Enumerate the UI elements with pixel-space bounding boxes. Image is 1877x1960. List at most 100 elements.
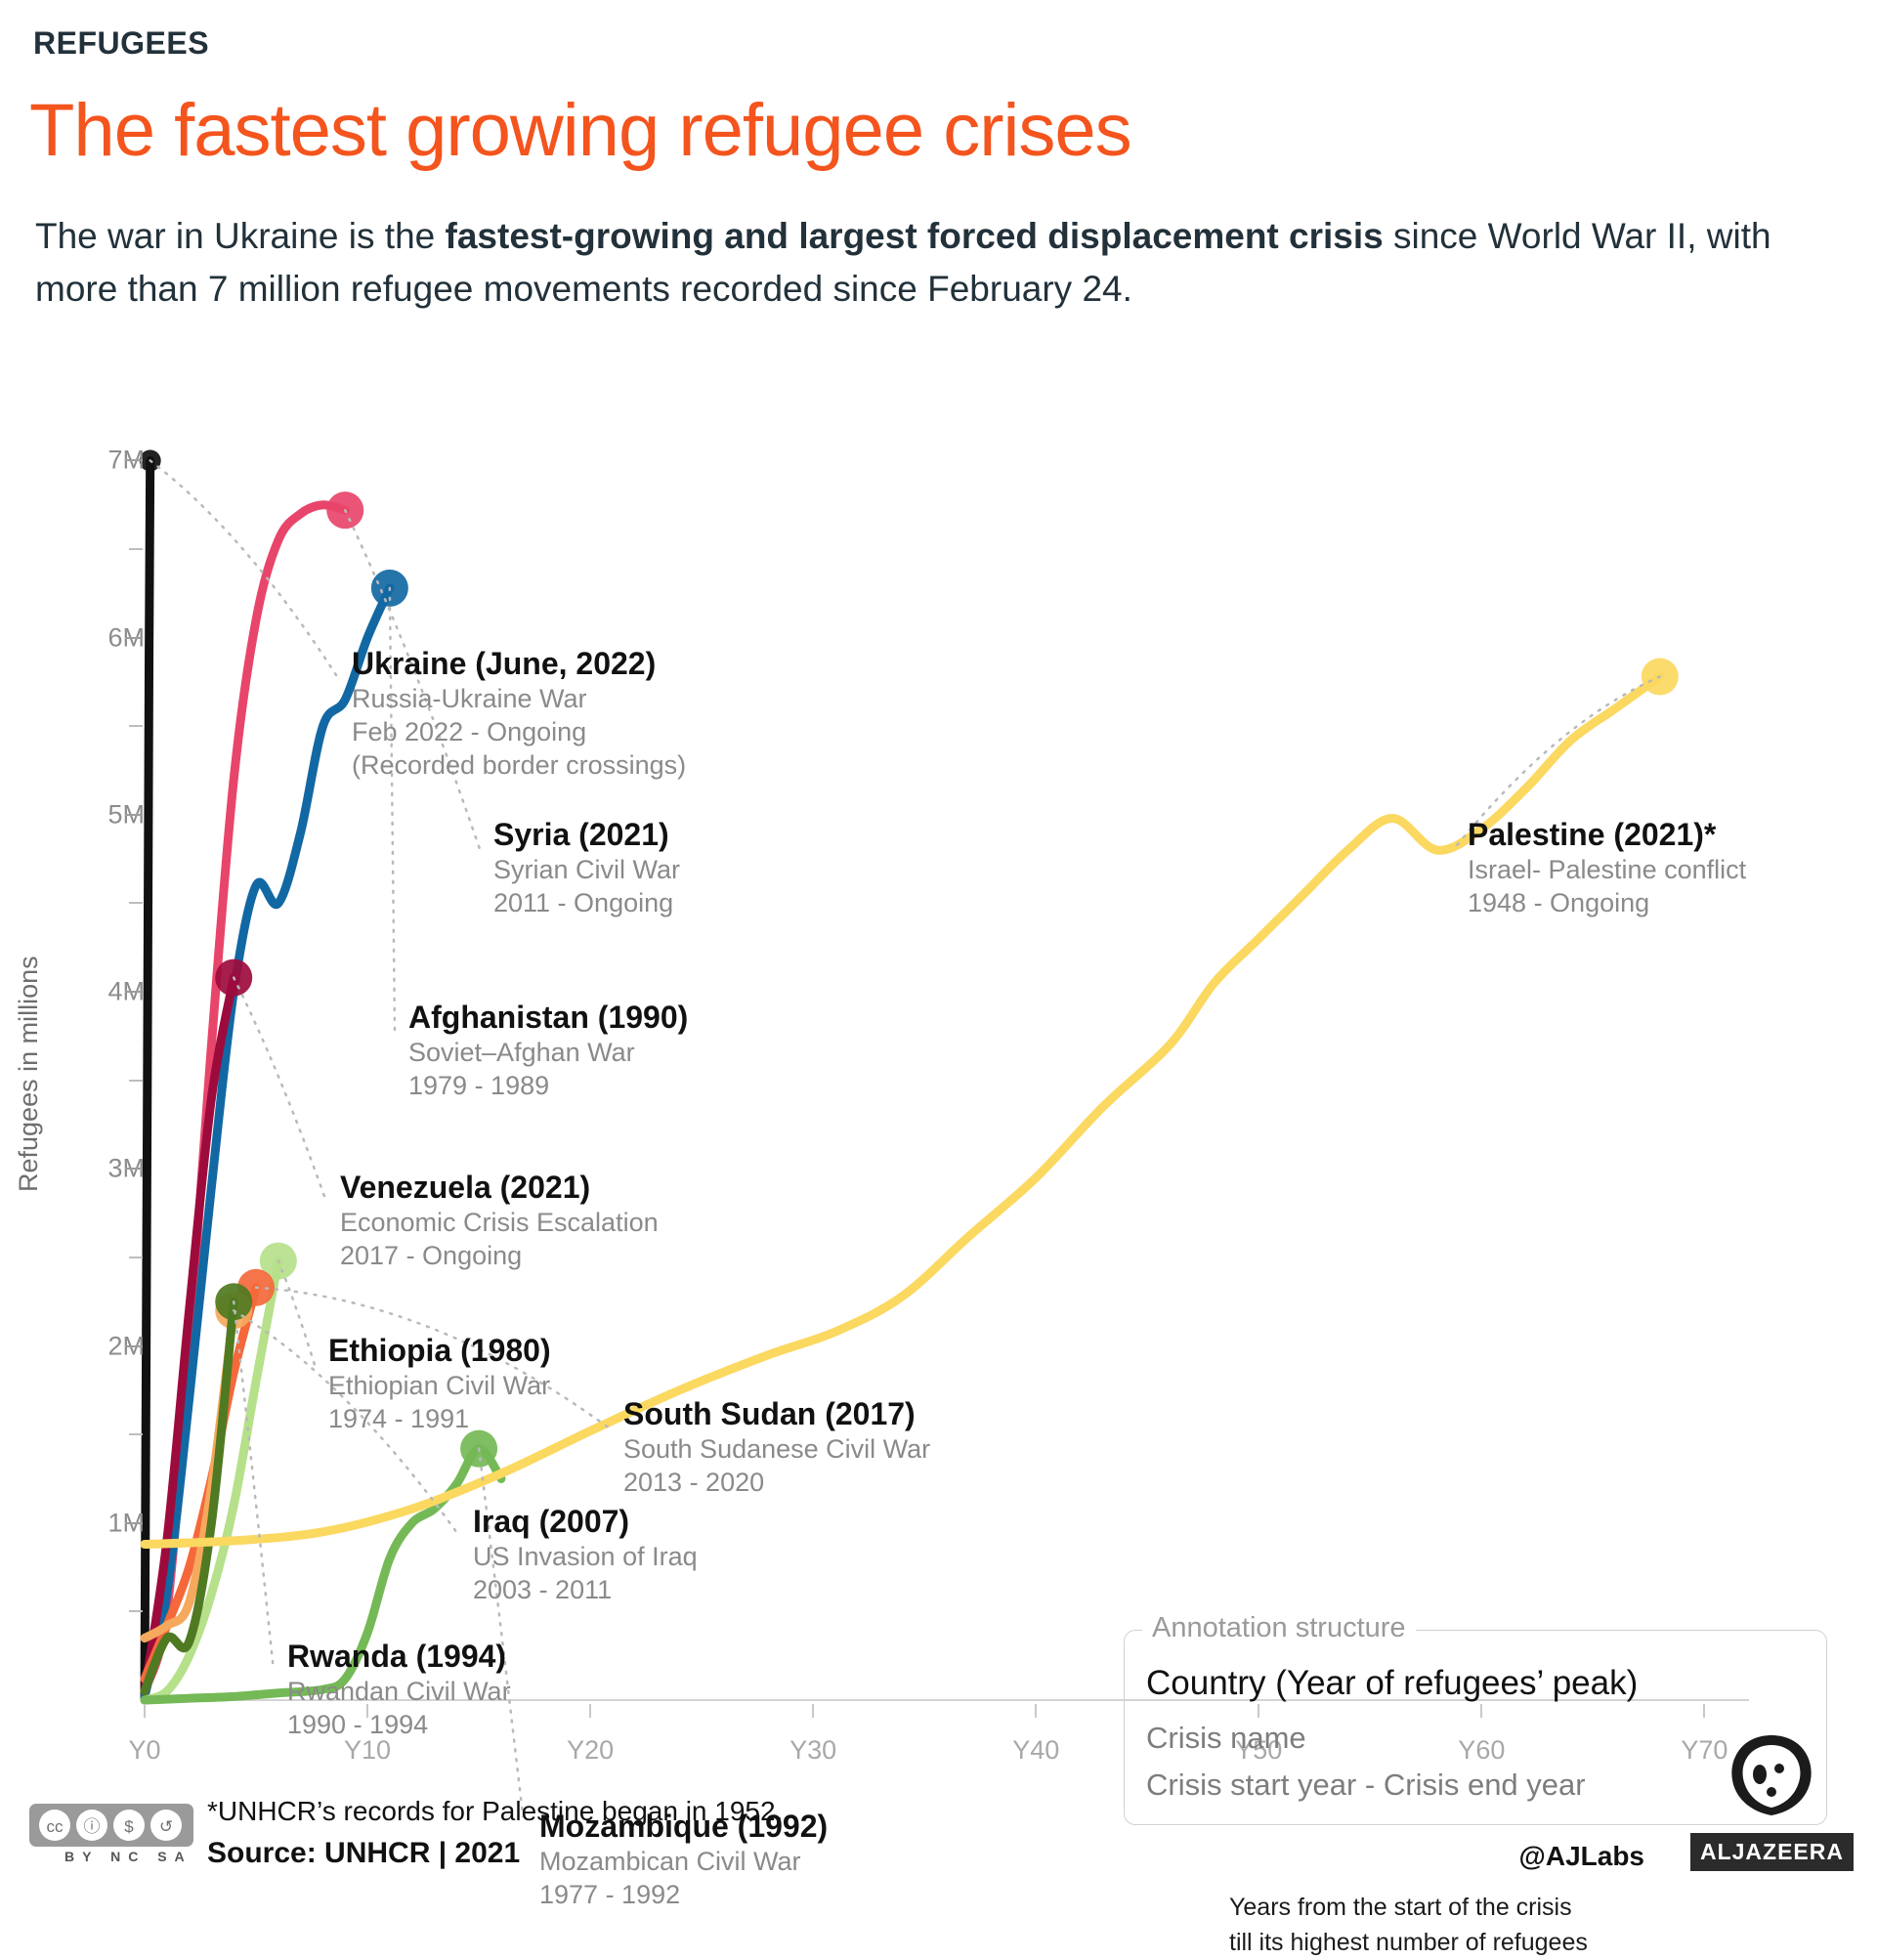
legend-line-crisis-name: Crisis name	[1146, 1721, 1306, 1755]
series-line-palestine	[140, 672, 1665, 1550]
leader-line-ukraine	[149, 459, 340, 680]
y-tick-mark-minor	[129, 1256, 143, 1258]
annotation-subline: Israel- Palestine conflict	[1468, 855, 1747, 885]
x-tick-label: Y20	[567, 1735, 615, 1765]
annotation-title: Mozambique (1992)	[539, 1809, 829, 1844]
legend-line-crisis-years: Crisis start year - Crisis end year	[1146, 1768, 1586, 1802]
standfirst-bold: fastest-growing and largest forced displ…	[445, 216, 1384, 256]
x-tick-label: Y60	[1458, 1735, 1506, 1765]
leader-line-venezuela	[232, 976, 328, 1204]
leader-line-rwanda	[232, 1300, 276, 1673]
x-tick-label: Y0	[128, 1735, 161, 1765]
x-tick-mark	[1480, 1704, 1483, 1718]
series-line-afghanistan	[140, 583, 395, 1701]
y-tick-mark	[125, 1521, 143, 1524]
legend-title: Annotation structure	[1142, 1612, 1416, 1644]
annotation-subline: 1948 - Ongoing	[1468, 887, 1650, 917]
svg-text:cc: cc	[47, 1817, 64, 1836]
annotation-title: Rwanda (1994)	[287, 1639, 507, 1674]
x-tick-label: Y30	[789, 1735, 837, 1765]
leader-line-ethiopia	[277, 1259, 317, 1367]
y-tick-mark-minor	[129, 1610, 143, 1613]
annotation-iraq: Iraq (2007) US Invasion of Iraq 2003 - 201…	[473, 1503, 698, 1607]
series-line-mozambique	[140, 1444, 506, 1705]
x-tick-label: Y10	[344, 1735, 392, 1765]
annotation-title: Syria (2021)	[493, 817, 669, 852]
leader-line-south_sudan	[254, 1286, 612, 1430]
series-line-venezuela	[140, 973, 238, 1696]
footnote-text: *UNHCR’s records for Palestine began in …	[207, 1796, 784, 1826]
y-tick-mark	[125, 1168, 143, 1171]
y-tick-mark	[125, 813, 143, 816]
leader-line-palestine	[1452, 675, 1662, 851]
svg-text:$: $	[124, 1817, 134, 1836]
svg-text:ⓘ: ⓘ	[84, 1817, 101, 1836]
annotation-south_sudan: South Sudan (2017) South Sudanese Civil W…	[623, 1395, 930, 1500]
y-tick-mark-minor	[129, 902, 143, 905]
annotation-palestine: Palestine (2021)* Israel- Palestine confl…	[1468, 816, 1746, 920]
annotation-subline: 1977 - 1992	[539, 1879, 681, 1909]
annotation-subline: Economic Crisis Escalation	[340, 1208, 659, 1238]
annotation-subline: 1990 - 1994	[287, 1709, 429, 1739]
x-tick-mark	[1703, 1704, 1706, 1718]
annotation-title: Ethiopia (1980)	[328, 1333, 551, 1368]
annotation-subline: Rwandan Civil War	[287, 1677, 511, 1707]
series-line-rwanda	[140, 1297, 238, 1696]
creative-commons-badge: cc ⓘ $ ↺ BY NC SA	[29, 1804, 193, 1864]
x-tick-mark	[1258, 1704, 1260, 1718]
y-tick-mark-minor	[129, 1433, 143, 1436]
svg-text:↺: ↺	[159, 1817, 173, 1836]
x-tick-mark	[144, 1704, 146, 1718]
legend-line-country: Country (Year of refugees’ peak)	[1146, 1664, 1639, 1702]
annotation-structure-legend: Annotation structure Country (Year of re…	[1124, 1612, 1827, 1825]
annotation-subline: Syrian Civil War	[493, 855, 681, 885]
x-tick-label: Y70	[1681, 1735, 1728, 1765]
annotation-rwanda: Rwanda (1994) Rwandan Civil War 1990 - 199…	[287, 1638, 511, 1742]
aljazeera-logo-icon	[1717, 1729, 1826, 1828]
y-tick-mark	[125, 991, 143, 994]
annotation-title: Iraq (2007)	[473, 1504, 630, 1539]
annotation-subline: 2011 - Ongoing	[493, 887, 674, 917]
refugee-line-chart: Refugees in millions 1M 2M 3M 4M 5M 6M 7M Y0 Y1…	[0, 293, 1877, 1956]
ajlabs-handle: @AJLabs	[1518, 1841, 1644, 1871]
plot-area	[139, 449, 1749, 1843]
annotation-title: South Sudan (2017)	[623, 1396, 916, 1431]
page-title: The fastest growing refugee crises	[29, 89, 1132, 172]
annotation-subline: 2013 - 2020	[623, 1467, 765, 1497]
annotation-subline: 1979 - 1989	[408, 1070, 550, 1100]
leader-line-afghanistan	[388, 586, 397, 1034]
y-tick-mark-minor	[129, 725, 143, 728]
aljazeera-wordmark: ALJAZEERA	[1689, 1833, 1854, 1871]
standfirst: The war in Ukraine is the fastest-growin…	[35, 210, 1853, 315]
annotation-title: Venezuela (2021)	[340, 1170, 591, 1205]
cc-license-codes: BY NC SA	[64, 1849, 192, 1864]
annotation-subline: (Recorded border crossings)	[352, 749, 687, 780]
x-axis-note-line2: till its highest number of refugees	[1229, 1929, 1588, 1956]
annotation-title: Palestine (2021)*	[1468, 817, 1717, 852]
y-tick-mark	[125, 636, 143, 639]
annotation-subline: 1974 - 1991	[328, 1403, 470, 1433]
annotation-ethiopia: Ethiopia (1980) Ethiopian Civil War 1974 -…	[328, 1332, 551, 1436]
x-tick-mark	[1035, 1704, 1038, 1718]
kicker-label: REFUGEES	[33, 25, 210, 61]
annotation-subline: Ethiopian Civil War	[328, 1371, 551, 1401]
annotation-subline: Mozambican Civil War	[539, 1847, 801, 1877]
annotation-subline: Feb 2022 - Ongoing	[352, 716, 587, 746]
y-axis-ticks: 1M 2M 3M 4M 5M 6M 7M	[0, 293, 145, 1817]
annotation-subline: South Sudanese Civil War	[623, 1434, 931, 1465]
x-axis-note-line1: Years from the start of the crisis	[1229, 1894, 1572, 1921]
source-text: Source: UNHCR | 2021	[207, 1837, 521, 1869]
standfirst-pre: The war in Ukraine is the	[35, 216, 446, 256]
annotation-afghanistan: Afghanistan (1990) Soviet–Afghan War 1979 …	[408, 999, 688, 1103]
annotation-syria: Syria (2021) Syrian Civil War 2011 - Ongoi…	[493, 816, 680, 920]
leader-line-mozambique	[477, 1447, 528, 1843]
y-tick-mark-minor	[129, 1079, 143, 1082]
x-tick-label: Y50	[1235, 1735, 1283, 1765]
x-tick-mark	[366, 1704, 369, 1718]
annotation-subline: 2003 - 2011	[473, 1574, 613, 1604]
x-tick-label: Y40	[1012, 1735, 1060, 1765]
y-tick-mark-minor	[129, 548, 143, 551]
annotation-subline: 2017 - Ongoing	[340, 1240, 523, 1270]
y-tick-mark	[125, 1344, 143, 1347]
x-tick-mark	[812, 1704, 815, 1718]
